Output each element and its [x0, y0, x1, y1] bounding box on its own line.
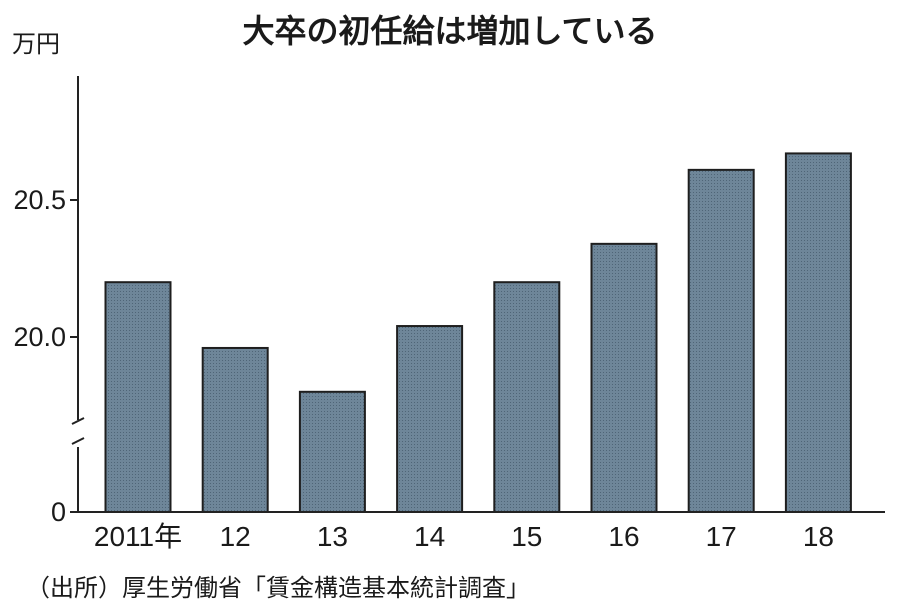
y-tick-label: 20.0: [13, 322, 66, 352]
y-unit-label: 万円: [12, 30, 60, 58]
y-tick-label: 0: [51, 497, 66, 527]
bar: [687, 168, 755, 514]
y-tick-label: 20.5: [13, 185, 66, 215]
x-category-label: 2011年: [94, 521, 182, 552]
bar: [104, 281, 172, 514]
x-category-label: 15: [511, 521, 542, 552]
bar: [493, 281, 561, 514]
category-label-layer: 2011年 12 13 14 15 16 17 18: [94, 521, 834, 552]
source-note: （出所）厚生労働省「賃金構造基本統計調査」: [26, 574, 530, 602]
x-category-label: 18: [803, 521, 834, 552]
x-category-label: 14: [414, 521, 445, 552]
bar: [396, 325, 464, 514]
x-category-label: 13: [317, 521, 348, 552]
bar-layer: [104, 152, 852, 514]
chart-title: 大卒の初任給は増加している: [242, 12, 657, 50]
bar: [201, 346, 269, 513]
x-category-label: 17: [706, 521, 737, 552]
bar: [590, 242, 658, 513]
axis-break-mark: [71, 417, 85, 445]
bar: [784, 152, 852, 513]
y-tick-layer: 0 20.0 20.5: [13, 185, 78, 527]
x-category-label: 12: [220, 521, 251, 552]
bar: [298, 390, 366, 513]
x-category-label: 16: [608, 521, 639, 552]
